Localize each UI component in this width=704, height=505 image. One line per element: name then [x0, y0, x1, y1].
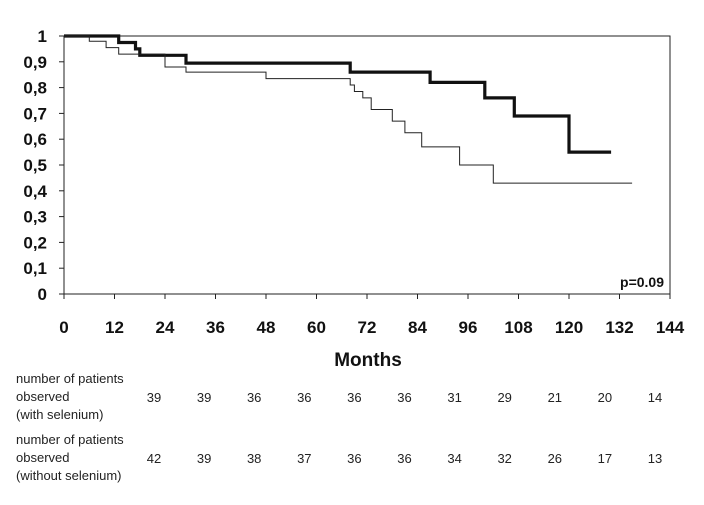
x-tick-label: 24: [156, 318, 175, 337]
y-tick-label: 0,7: [23, 104, 47, 123]
risk-value: 13: [647, 451, 663, 466]
survival-curve-thick: [64, 34, 612, 154]
y-tick-label: 0,3: [23, 208, 47, 227]
y-tick-label: 0,5: [23, 156, 47, 175]
y-tick-label: 1: [38, 27, 47, 46]
x-tick-label: 120: [555, 318, 583, 337]
y-tick-label: 0: [38, 285, 47, 304]
risk-value: 36: [397, 390, 412, 405]
x-tick-label: 48: [257, 318, 276, 337]
risk-value: 20: [597, 390, 613, 405]
risk-value: 42: [146, 451, 162, 466]
risk-value: 36: [347, 390, 362, 405]
risk-row-label-line: observed: [16, 450, 70, 465]
y-tick-label: 0,9: [23, 53, 47, 72]
x-tick-label: 108: [504, 318, 532, 337]
risk-value: 29: [497, 390, 512, 405]
risk-value: 14: [647, 390, 663, 405]
risk-value: 34: [447, 451, 462, 466]
risk-row-label-line: (without selenium): [16, 468, 122, 483]
survival-curve-thin: [64, 35, 633, 184]
risk-value: 26: [547, 451, 563, 466]
plot-frame: [63, 35, 671, 295]
survival-chart: 0 0,1 0,2 0,3 0,4 0,5 0,6 0,7 0,8 0,9 1 0 12 24 36 48 6…: [23, 27, 685, 371]
risk-value: 21: [547, 390, 563, 405]
risk-value: 36: [297, 390, 312, 405]
x-tick-label: 96: [459, 318, 478, 337]
risk-value: 36: [347, 451, 362, 466]
y-axis: 0 0,1 0,2 0,3 0,4 0,5 0,6 0,7 0,8 0,9 1: [23, 27, 64, 304]
risk-value: 39: [196, 390, 212, 405]
x-tick-label: 144: [656, 318, 685, 337]
x-tick-label: 84: [408, 318, 427, 337]
risk-value: 38: [246, 451, 262, 466]
y-tick-label: 0,6: [23, 130, 47, 149]
x-tick-label: 0: [59, 318, 68, 337]
risk-value: 39: [146, 390, 162, 405]
risk-value: 37: [297, 451, 312, 466]
y-tick-label: 0,2: [23, 233, 47, 252]
risk-row-label-line: observed: [16, 389, 70, 404]
x-tick-label: 60: [307, 318, 326, 337]
risk-row-label-line: number of patients: [16, 371, 124, 386]
series-layer: [64, 34, 633, 184]
risk-value: 39: [196, 451, 212, 466]
risk-value: 17: [597, 451, 613, 466]
x-tick-label: 36: [206, 318, 225, 337]
x-tick-label: 132: [605, 318, 633, 337]
risk-value: 31: [447, 390, 462, 405]
x-axis-title: Months: [334, 350, 402, 371]
x-axis: 0 12 24 36 48 60 72 84 96 108 120 132 144: [59, 294, 685, 337]
risk-row-label-line: number of patients: [16, 432, 124, 447]
risk-row-label: number of patients observed (with selenium…: [16, 370, 124, 424]
risk-value: 36: [246, 390, 262, 405]
risk-value: 32: [497, 451, 512, 466]
y-tick-label: 0,8: [23, 79, 47, 98]
x-tick-label: 12: [105, 318, 124, 337]
p-value-annotation: p=0.09: [620, 274, 664, 290]
y-tick-label: 0,1: [23, 259, 47, 278]
risk-value: 36: [397, 451, 412, 466]
y-tick-label: 0,4: [23, 182, 47, 201]
x-tick-label: 72: [358, 318, 377, 337]
risk-row-label: number of patients observed (without selen…: [16, 431, 124, 485]
risk-row-label-line: (with selenium): [16, 407, 104, 422]
